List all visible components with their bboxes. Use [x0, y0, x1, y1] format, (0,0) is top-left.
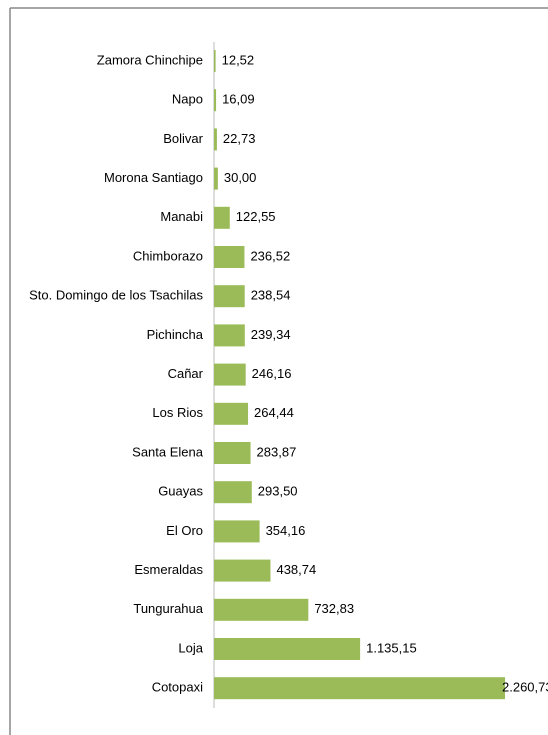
- value-label: 1.135,15: [366, 640, 417, 655]
- value-label: 2.260,73: [502, 680, 548, 695]
- bar: [214, 206, 230, 229]
- category-label: Zamora Chinchipe: [97, 52, 203, 67]
- value-label: 239,34: [251, 327, 291, 342]
- value-label: 283,87: [257, 444, 297, 459]
- value-label: 732,83: [314, 601, 354, 616]
- value-label: 236,52: [250, 248, 290, 263]
- bar: [214, 246, 245, 268]
- value-label: 238,54: [251, 288, 291, 303]
- bar: [214, 638, 361, 660]
- category-label: Guayas: [158, 484, 203, 499]
- bar: [214, 520, 260, 543]
- category-label: Los Rios: [152, 405, 203, 420]
- value-label: 246,16: [252, 366, 292, 381]
- bar: [214, 559, 271, 582]
- bar: [214, 442, 251, 464]
- category-label: Manabi: [160, 209, 203, 224]
- value-label: 354,16: [266, 523, 306, 538]
- bar: [214, 598, 309, 621]
- value-label: 30,00: [224, 170, 257, 185]
- value-label: 22,73: [223, 131, 256, 146]
- value-label: 16,09: [222, 92, 255, 107]
- bar: [214, 481, 252, 504]
- value-label: 438,74: [276, 562, 316, 577]
- value-label: 122,55: [236, 209, 276, 224]
- bar: [214, 50, 216, 72]
- category-label: Bolivar: [163, 131, 203, 146]
- value-label: 264,44: [254, 405, 294, 420]
- bar: [214, 324, 245, 347]
- bar: [214, 677, 505, 700]
- category-label: Esmeraldas: [134, 562, 203, 577]
- category-label: Cañar: [168, 366, 204, 381]
- category-label: Morona Santiago: [104, 170, 203, 185]
- category-label: Pichincha: [147, 327, 204, 342]
- category-label: Chimborazo: [133, 248, 203, 263]
- category-label: Sto. Domingo de los Tsachilas: [29, 288, 203, 303]
- category-label: Loja: [178, 640, 203, 655]
- bar: [214, 402, 249, 425]
- bar: [214, 167, 218, 190]
- value-label: 12,52: [222, 52, 255, 67]
- value-label: 293,50: [258, 484, 298, 499]
- category-label: El Oro: [166, 523, 203, 538]
- category-label: Cotopaxi: [152, 680, 203, 695]
- bar: [214, 128, 217, 151]
- bar: [214, 363, 246, 386]
- bar: [214, 89, 217, 112]
- category-label: Santa Elena: [132, 444, 204, 459]
- category-label: Napo: [172, 92, 203, 107]
- bar: [214, 285, 245, 308]
- category-label: Tungurahua: [133, 601, 203, 616]
